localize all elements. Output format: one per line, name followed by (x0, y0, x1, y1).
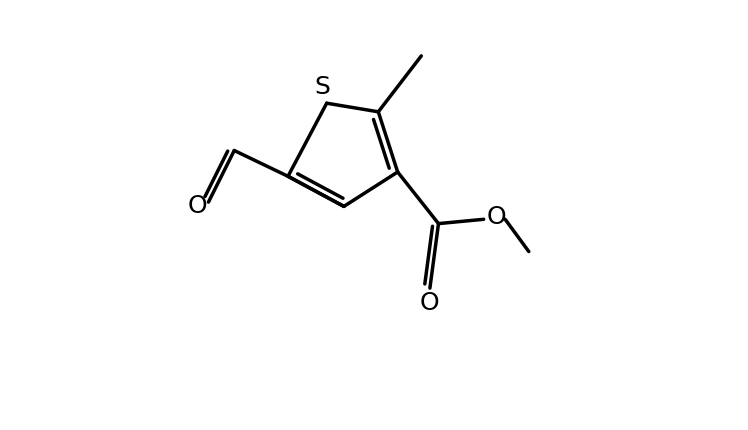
Text: S: S (314, 75, 331, 99)
Text: O: O (188, 194, 207, 218)
Text: O: O (420, 291, 440, 315)
Text: O: O (487, 205, 506, 229)
